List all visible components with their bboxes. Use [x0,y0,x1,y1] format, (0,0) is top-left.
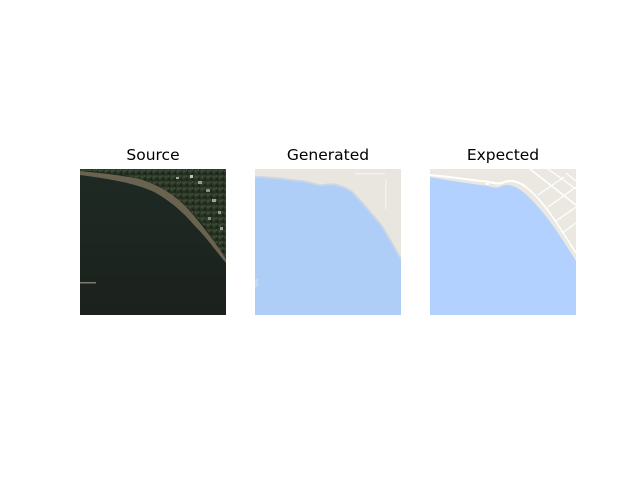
source-panel-title: Source [126,146,180,164]
generated-map-image [255,169,401,315]
expected-panel-title: Expected [466,146,540,164]
generated-panel-title: Generated [286,146,370,164]
expected-map-image [430,169,576,315]
source-satellite-image [80,169,226,315]
